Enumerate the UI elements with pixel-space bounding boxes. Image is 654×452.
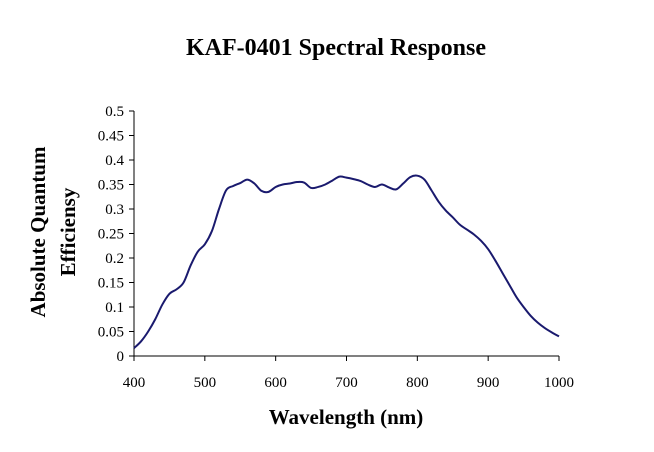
x-axis-ticks: 400 500 600 700 800 900 1000 (123, 356, 574, 391)
data-point (261, 190, 262, 191)
data-point (537, 322, 538, 323)
data-point (360, 180, 361, 181)
data-point (225, 190, 226, 191)
data-point (169, 293, 170, 294)
data-point (544, 327, 545, 328)
data-point (488, 249, 489, 250)
y-tick-label: 0.1 (105, 300, 124, 316)
data-point (473, 234, 474, 235)
data-point (558, 336, 559, 337)
data-point (282, 184, 283, 185)
data-point (289, 183, 290, 184)
data-point (374, 186, 375, 187)
data-point (211, 230, 212, 231)
data-point (140, 341, 141, 342)
data-point (509, 284, 510, 285)
data-point (247, 179, 248, 180)
x-tick-label: 500 (194, 375, 217, 391)
x-tick-label: 1000 (544, 375, 574, 391)
y-axis-ticks: 0 0.05 0.1 0.15 0.2 0.25 0.3 0.35 0.4 0.45 0.5 (98, 104, 134, 365)
data-point (155, 319, 156, 320)
data-point (466, 229, 467, 230)
x-axis-title: Wavelength (nm) (269, 405, 424, 429)
y-axis-title: Absolute Quantum Efficiensy (26, 146, 80, 317)
chart-title: KAF-0401 Spectral Response (186, 35, 486, 61)
data-point (516, 297, 517, 298)
y-tick-label: 0.3 (105, 202, 124, 218)
y-tick-label: 0.2 (105, 251, 124, 267)
data-point (197, 251, 198, 252)
data-point (268, 191, 269, 192)
data-point (445, 210, 446, 211)
data-point (296, 181, 297, 182)
series-line (133, 174, 560, 349)
data-point (424, 179, 425, 180)
data-point (254, 183, 255, 184)
y-tick-label: 0.35 (98, 178, 124, 194)
x-tick-label: 700 (335, 375, 358, 391)
data-point (367, 184, 368, 185)
data-point (190, 265, 191, 266)
data-point (353, 179, 354, 180)
data-point (530, 315, 531, 316)
data-point (275, 186, 276, 187)
y-axis-title-line1: Absolute Quantum (26, 146, 50, 317)
data-point (395, 189, 396, 190)
y-tick-label: 0.4 (105, 153, 124, 169)
data-point (310, 187, 311, 188)
data-point (148, 331, 149, 332)
data-point (381, 184, 382, 185)
data-point (318, 186, 319, 187)
data-point (303, 182, 304, 183)
data-point (162, 304, 163, 305)
data-point (431, 190, 432, 191)
data-point (325, 184, 326, 185)
y-tick-label: 0 (117, 349, 125, 365)
plot-area (133, 174, 560, 349)
data-point (551, 332, 552, 333)
data-point (480, 240, 481, 241)
y-tick-label: 0.15 (98, 276, 124, 292)
data-point (388, 187, 389, 188)
x-tick-label: 400 (123, 375, 146, 391)
data-point (452, 217, 453, 218)
x-tick-label: 600 (264, 375, 287, 391)
data-point (133, 348, 134, 349)
data-point (339, 176, 340, 177)
data-point (233, 185, 234, 186)
data-point (417, 175, 418, 176)
data-point (410, 177, 411, 178)
data-point (403, 183, 404, 184)
y-tick-label: 0.5 (105, 104, 124, 120)
data-point (495, 260, 496, 261)
data-point (502, 272, 503, 273)
x-tick-label: 800 (406, 375, 429, 391)
axes (133, 111, 559, 357)
data-point (523, 306, 524, 307)
data-point (176, 289, 177, 290)
y-axis-title-line2: Efficiensy (56, 187, 80, 276)
data-point (183, 282, 184, 283)
data-point (240, 182, 241, 183)
y-tick-label: 0.05 (98, 325, 124, 341)
y-tick-label: 0.25 (98, 227, 124, 243)
data-point (438, 201, 439, 202)
data-point (346, 177, 347, 178)
data-point (332, 180, 333, 181)
data-point (459, 224, 460, 225)
data-point (204, 244, 205, 245)
y-tick-label: 0.45 (98, 129, 124, 145)
data-point (218, 208, 219, 209)
x-tick-label: 900 (477, 375, 500, 391)
